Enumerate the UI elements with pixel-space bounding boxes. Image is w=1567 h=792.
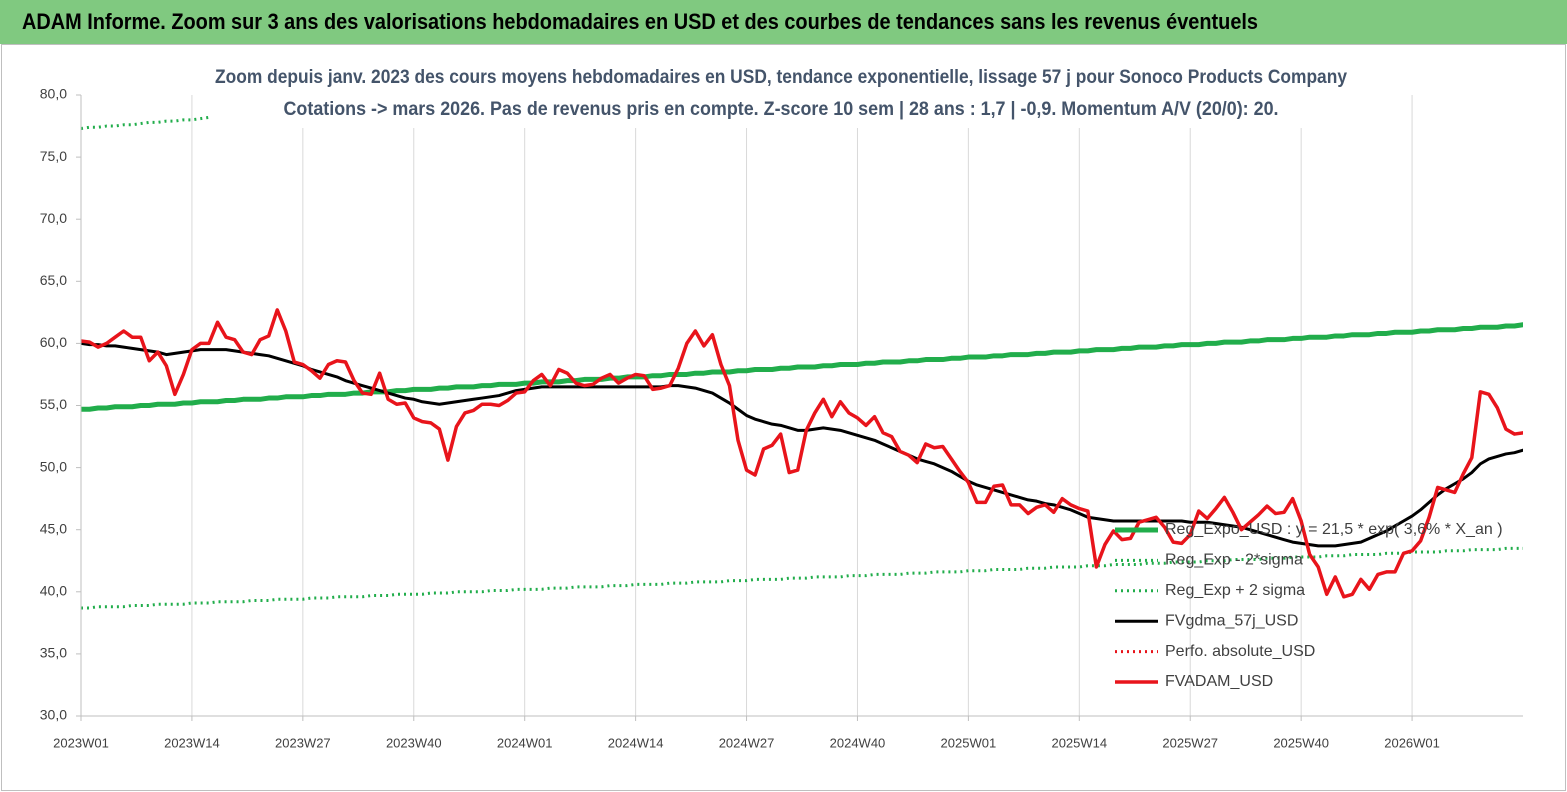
y-tick-label: 50,0 [40,458,67,474]
x-tick-label: 2024W27 [719,735,775,750]
series-line [81,308,1523,599]
header-title: ADAM Informe. Zoom sur 3 ans des valoris… [22,9,1258,34]
x-tick-label: 2024W14 [608,735,664,750]
grid [80,95,1413,716]
x-tick-label: 2025W40 [1273,735,1329,750]
x-tick-label: 2023W40 [386,735,442,750]
x-tick-label: 2023W27 [275,735,331,750]
title-box [212,62,1350,128]
y-tick-label: 80,0 [40,86,67,102]
header-bar [0,0,1567,44]
y-tick-label: 70,0 [40,210,67,226]
x-tick-label: 2025W14 [1051,735,1107,750]
legend-label: Reg_Exp - 2*sigma [1165,552,1303,569]
legend-label: Perfo. absolute_USD [1165,643,1315,660]
series-line [81,546,1523,610]
y-tick-label: 60,0 [40,334,67,350]
chart-subtitle: Cotations -> mars 2026. Pas de revenus p… [284,99,1279,120]
legend: Reg_Expo_USD : y = 21,5 * exp( 3,6% * X_… [1115,521,1503,690]
series-line [81,322,1523,412]
chart-frame [1,44,1566,791]
chart-title: Zoom depuis janv. 2023 des cours moyens … [215,67,1347,88]
legend-label: FVgdma_57j_USD [1165,612,1298,629]
axes: 30,0 35,0 40,0 45,0 50,0 55,0 60,0 65,0 70,0 75,0… [40,86,1523,750]
x-tick-label: 2024W40 [830,735,886,750]
legend-label: FVADAM_USD [1165,673,1273,690]
y-tick-label: 30,0 [40,707,67,723]
x-tick-label: 2023W01 [53,735,109,750]
y-tick-label: 35,0 [40,645,67,661]
y-tick-label: 40,0 [40,583,67,599]
y-tick-label: 55,0 [40,396,67,412]
legend-label: Reg_Expo_USD : y = 21,5 * exp( 3,6% * X_… [1165,521,1503,538]
x-tick-label: 2023W14 [164,735,220,750]
y-tick-label: 75,0 [40,148,67,164]
x-tick-label: 2024W01 [497,735,553,750]
y-tick-label: 45,0 [40,520,67,536]
x-tick-label: 2025W27 [1162,735,1218,750]
y-tick-label: 65,0 [40,272,67,288]
series-line [81,341,1523,548]
x-tick-label: 2025W01 [941,735,997,750]
x-tick-label: 2026W01 [1384,735,1440,750]
legend-label: Reg_Exp + 2 sigma [1165,582,1305,599]
